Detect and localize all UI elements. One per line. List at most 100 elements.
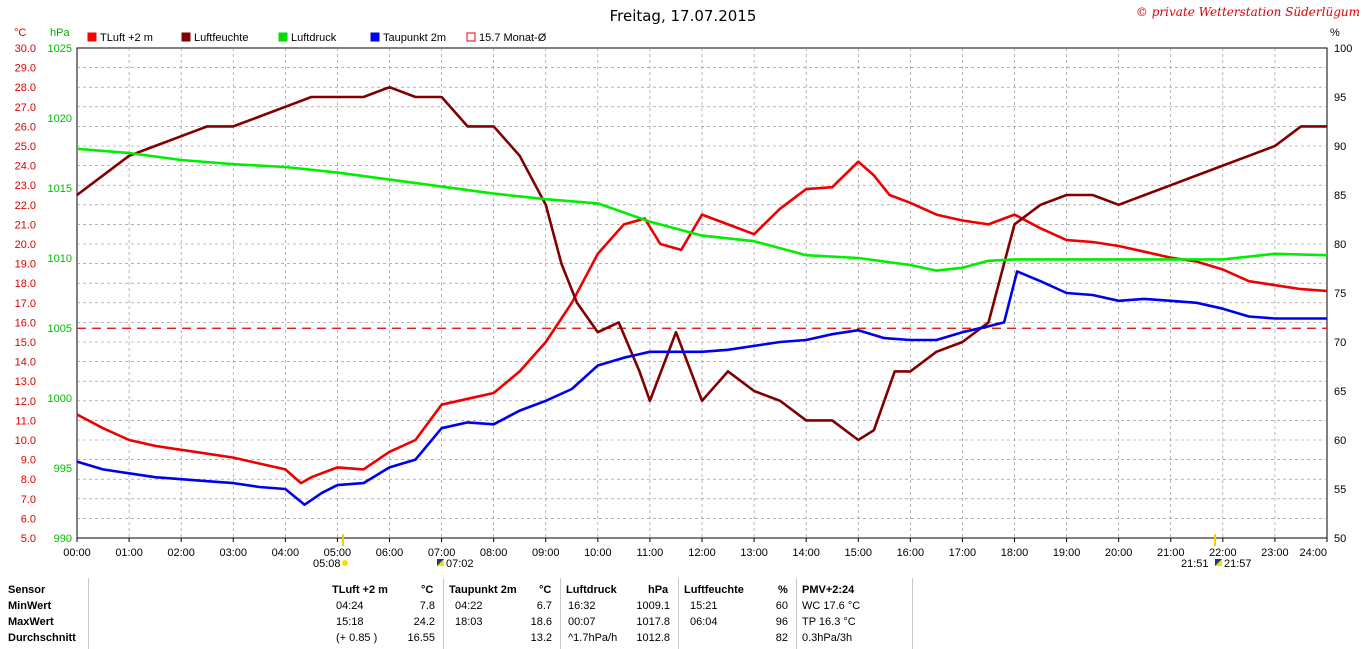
- series-line-2: [76, 147, 1328, 272]
- temp-tick-label: 22.0: [15, 200, 36, 212]
- x-tick-label: 21:00: [1157, 547, 1185, 559]
- x-tick-label: 19:00: [1053, 547, 1081, 559]
- temp-tick-label: 28.0: [15, 82, 36, 94]
- stats-cell-label: MinWert: [8, 600, 52, 612]
- column-divider: [796, 578, 797, 649]
- pressure-tick-label: 1025: [48, 43, 72, 55]
- temp-unit-label: °C: [14, 27, 26, 39]
- stats-cell-h-val: 96: [775, 616, 788, 628]
- x-tick-label: 09:00: [532, 547, 560, 559]
- sun-icon: [342, 560, 348, 566]
- pressure-unit-label: hPa: [50, 27, 70, 39]
- x-tick-label: 18:00: [1001, 547, 1029, 559]
- moonset-time: 21:57: [1224, 558, 1252, 570]
- x-tick-label: 11:00: [637, 547, 664, 559]
- pressure-tick-label: 1020: [48, 113, 72, 125]
- temp-tick-label: 9.0: [21, 455, 36, 467]
- stats-cell-tp-time: 04:22: [455, 600, 483, 612]
- stats-header-sensor: Sensor: [8, 584, 46, 596]
- legend-label: TLuft +2 m: [100, 32, 153, 44]
- temp-tick-label: 29.0: [15, 63, 36, 75]
- stats-cell-p-val: 1012.8: [636, 632, 670, 644]
- stats-cell-tp-time: 18:03: [455, 616, 483, 628]
- stats-cell-t-val: 24.2: [413, 616, 435, 628]
- column-divider: [912, 578, 913, 649]
- legend-swatch: [466, 32, 476, 42]
- x-tick-label: 10:00: [584, 547, 612, 559]
- x-tick-label: 15:00: [844, 547, 872, 559]
- statistics-table: Sensor TLuft +2 m °C Taupunkt 2m °C Luft…: [0, 578, 1366, 649]
- sun-moon-markers: 05:08 07:02 21:51 21:57: [313, 534, 1252, 570]
- temp-tick-label: 11.0: [15, 415, 36, 427]
- pressure-tick-label: 1010: [48, 253, 72, 265]
- sunrise-time: 05:08: [313, 558, 341, 570]
- moonrise-icon-accent: [437, 559, 444, 566]
- temp-tick-label: 8.0: [21, 474, 36, 486]
- legend-label: Taupunkt 2m: [383, 32, 446, 44]
- humidity-tick-label: 80: [1334, 239, 1346, 251]
- pressure-tick-label: 1000: [48, 393, 72, 405]
- stats-cell-t-val: 7.8: [419, 600, 435, 612]
- x-tick-label: 12:00: [688, 547, 716, 559]
- x-tick-label: 07:00: [428, 547, 456, 559]
- column-divider: [88, 578, 89, 649]
- legend-swatch: [370, 32, 380, 42]
- stats-cell-extra: 0.3hPa/3h: [802, 632, 853, 644]
- temp-tick-label: 6.0: [21, 513, 36, 525]
- column-divider: [443, 578, 444, 649]
- stats-cell-label: MaxWert: [8, 616, 54, 628]
- temp-tick-label: 23.0: [15, 180, 36, 192]
- stats-cell-t-time: 04:24: [336, 600, 364, 612]
- temp-tick-label: 24.0: [15, 161, 36, 173]
- stats-header-tluft: TLuft +2 m: [332, 584, 388, 596]
- humidity-tick-label: 50: [1334, 533, 1346, 545]
- stats-header-luftfeuchte-unit: %: [778, 584, 788, 596]
- stats-cell-p-val: 1009.1: [636, 600, 670, 612]
- legend-label: 15.7 Monat-Ø: [479, 32, 547, 44]
- stats-cell-tp-val: 6.7: [536, 600, 552, 612]
- copyright-text: © private Wetterstation Süderlügum: [1136, 5, 1360, 19]
- humidity-unit-label: %: [1330, 27, 1340, 39]
- temp-tick-label: 26.0: [15, 121, 36, 133]
- temp-tick-label: 21.0: [15, 219, 36, 231]
- legend-swatch: [181, 32, 191, 42]
- humidity-tick-label: 55: [1334, 484, 1346, 496]
- temp-tick-label: 17.0: [15, 298, 36, 310]
- x-tick-label: 23:00: [1261, 547, 1289, 559]
- pressure-axis-ticks: 990 995 1000 1005 1010 1015 1020 1025: [48, 43, 72, 545]
- weather-chart: Freitag, 17.07.2015 © private Wetterstat…: [14, 5, 1360, 570]
- stats-cell-label: Durchschnitt: [8, 632, 76, 644]
- series-line-1: [76, 85, 1327, 442]
- x-tick-label: 20:00: [1105, 547, 1133, 559]
- temp-tick-label: 7.0: [21, 494, 36, 506]
- stats-header-tluft-unit: °C: [421, 584, 434, 596]
- temp-tick-label: 19.0: [15, 259, 36, 271]
- sunset-time: 21:51: [1181, 558, 1209, 570]
- time-axis-ticks: 00:00 01:00 02:00 03:00 04:00 05:00 06:00 07:00…: [63, 538, 1328, 559]
- stats-header-pmv: PMV+2:24: [802, 584, 855, 596]
- humidity-tick-label: 95: [1334, 92, 1346, 104]
- stats-cell-p-time: 16:32: [568, 600, 596, 612]
- legend-label: Luftfeuchte: [194, 32, 248, 44]
- x-tick-label: 22:00: [1209, 547, 1237, 559]
- x-tick-label: 06:00: [376, 547, 404, 559]
- humidity-tick-label: 90: [1334, 141, 1346, 153]
- stats-cell-h-val: 60: [775, 600, 788, 612]
- humidity-tick-label: 85: [1334, 190, 1346, 202]
- stats-cell-p-time: ^1.7hPa/h: [568, 632, 618, 644]
- grid-lines: [77, 48, 1327, 538]
- stats-header-luftdruck: Luftdruck: [566, 584, 617, 596]
- stats-cell-tp-val: 18.6: [530, 616, 552, 628]
- pressure-tick-label: 1015: [48, 183, 72, 195]
- stats-header-taupunkt-unit: °C: [539, 584, 552, 596]
- temp-tick-label: 13.0: [15, 376, 36, 388]
- stats-cell-t-val: 16.55: [407, 632, 435, 644]
- stats-cell-extra: TP 16.3 °C: [802, 616, 856, 628]
- x-tick-label: 04:00: [272, 547, 300, 559]
- pressure-tick-label: 990: [54, 533, 72, 545]
- stats-cell-p-time: 00:07: [568, 616, 596, 628]
- stats-header-luftfeuchte: Luftfeuchte: [684, 584, 744, 596]
- legend-label: Luftdruck: [291, 32, 337, 44]
- temp-tick-label: 10.0: [15, 435, 36, 447]
- legend: TLuft +2 m Luftfeuchte Luftdruck Taupunkt 2…: [87, 32, 547, 44]
